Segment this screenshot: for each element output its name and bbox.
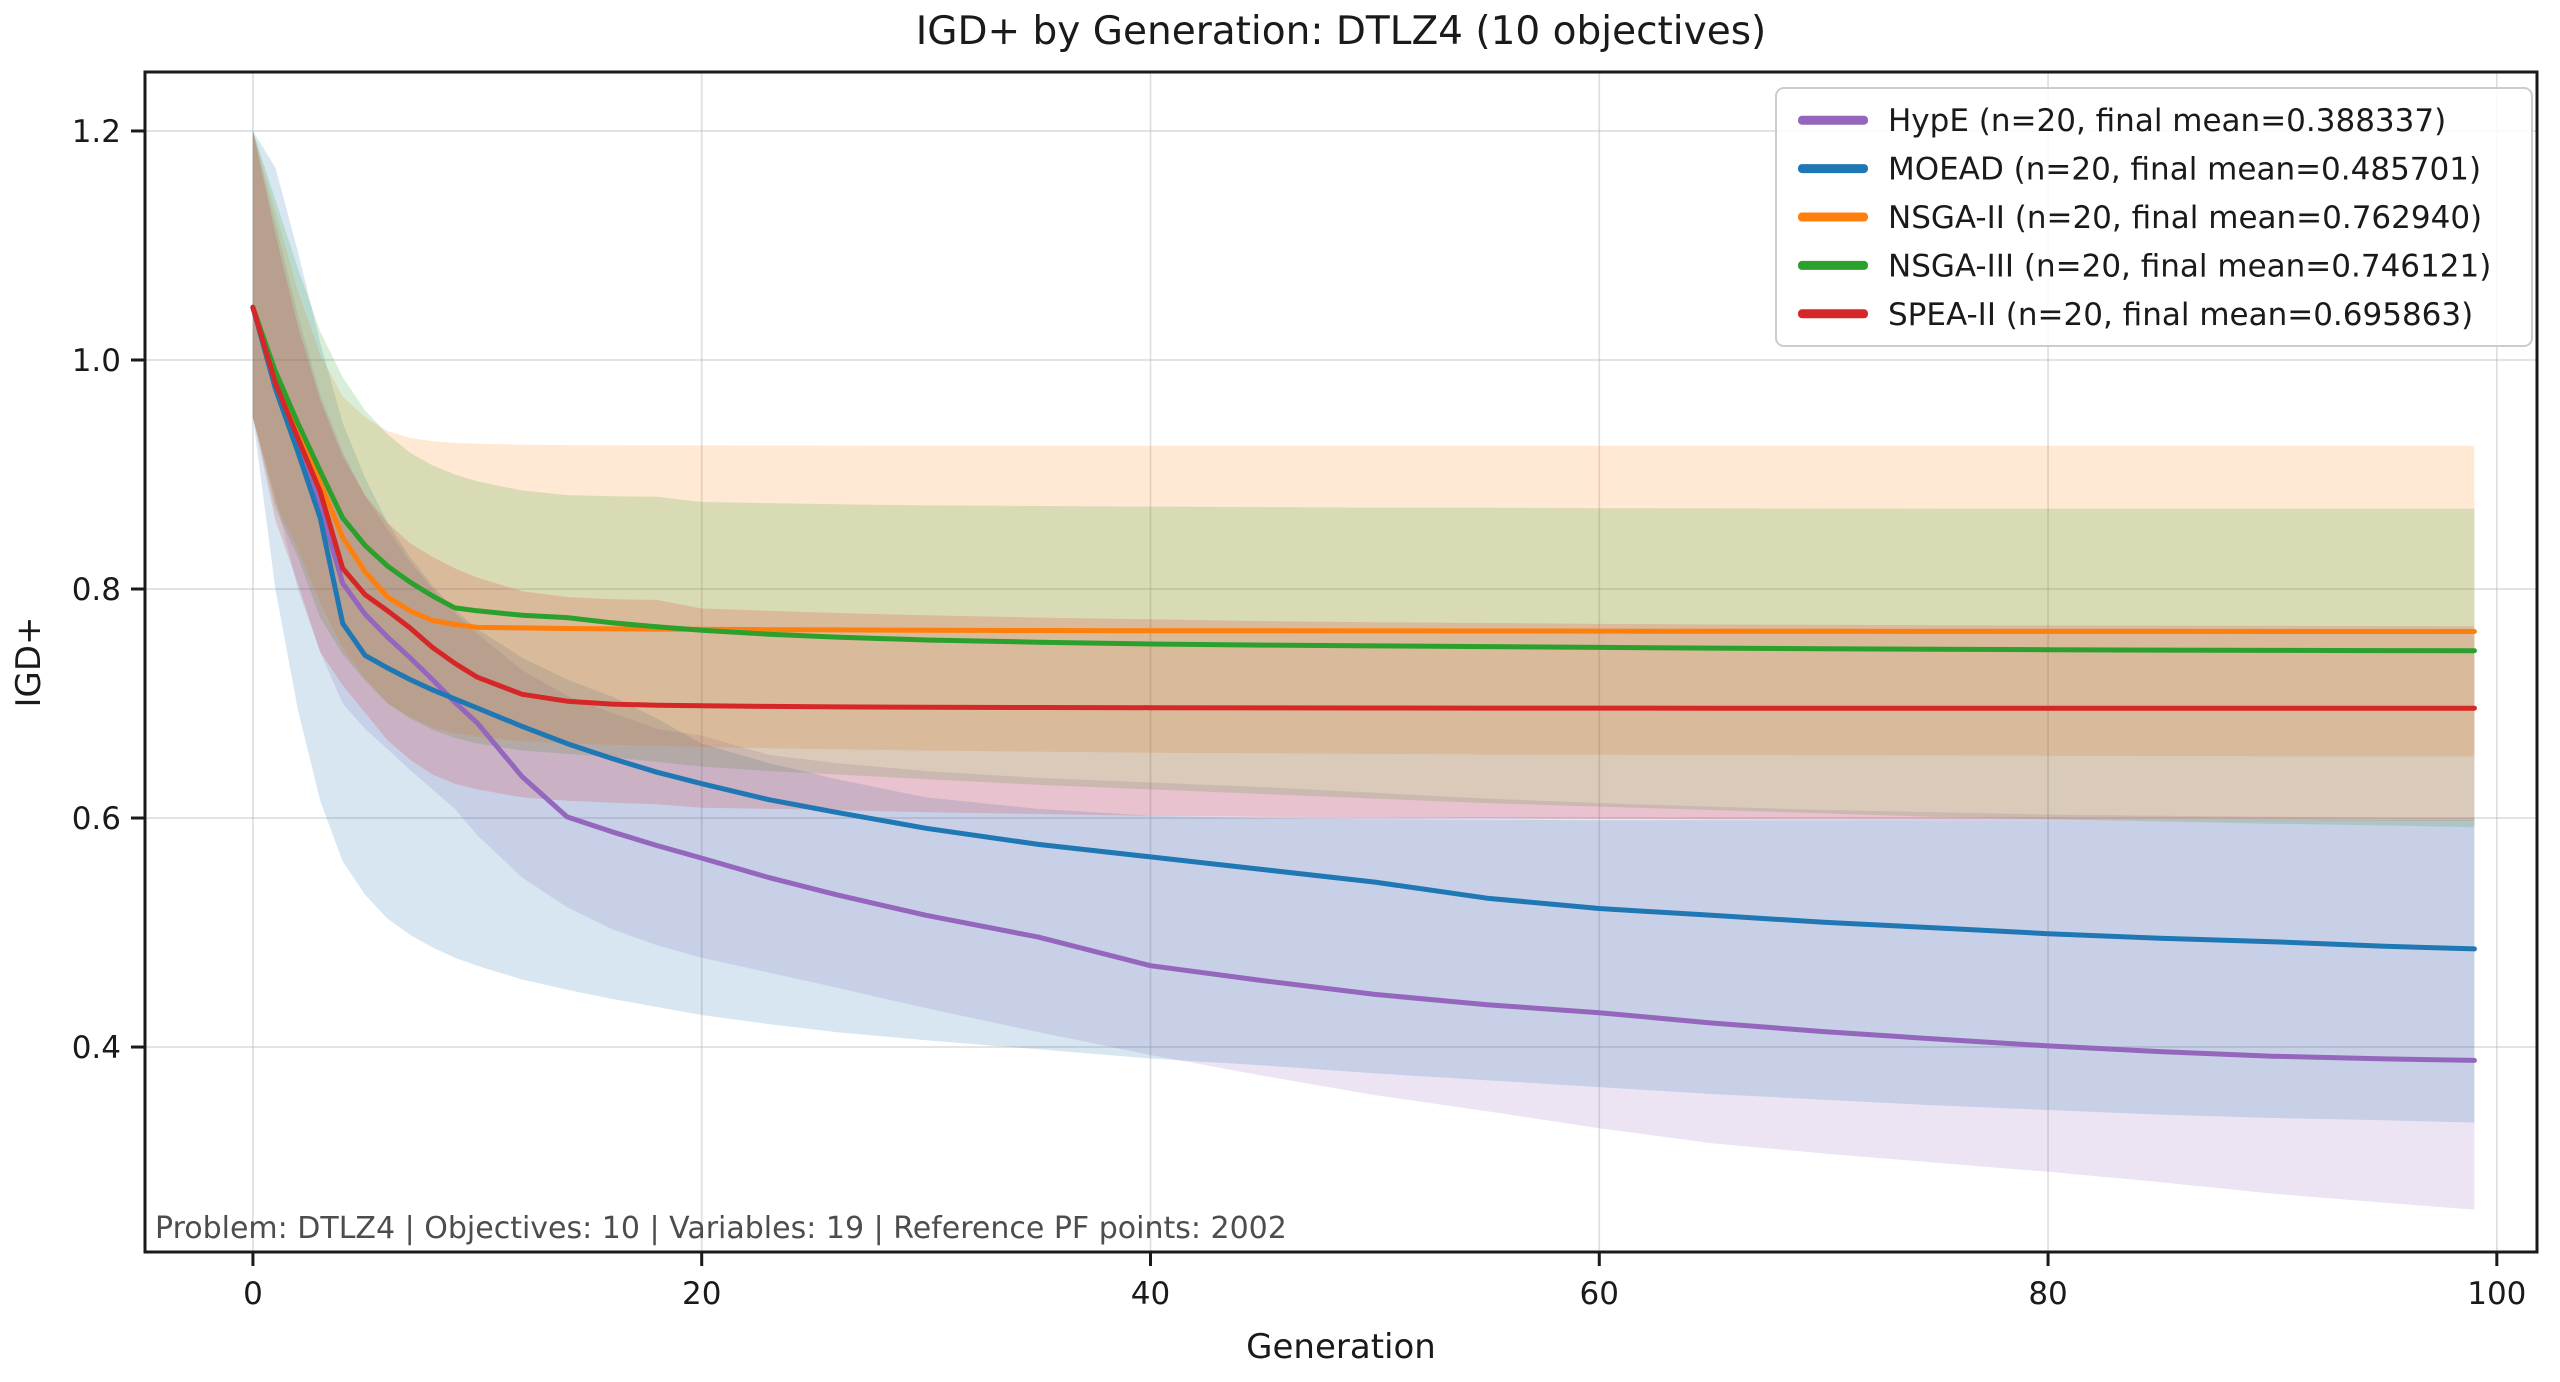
y-tick-label: 1.2 (72, 114, 121, 150)
x-tick-label: 0 (243, 1276, 263, 1312)
legend-label: SPEA-II (n=20, final mean=0.695863) (1888, 297, 2473, 333)
x-tick-label: 100 (2467, 1276, 2526, 1312)
moead-legend-swatch (1798, 164, 1868, 174)
nsga-iii-legend-swatch (1798, 260, 1868, 270)
spea-ii-mean-line (250, 304, 2477, 711)
legend-label: NSGA-II (n=20, final mean=0.762940) (1888, 200, 2482, 236)
legend-item-nsga-iii: NSGA-III (n=20, final mean=0.746121) (1798, 248, 2491, 284)
axis-ticks: 0 20 40 60 80 100 0.4 0.6 0.8 1.0 1.2 (72, 114, 2527, 1312)
x-axis-label: Generation (1246, 1327, 1436, 1367)
hype-mean-line (250, 304, 2477, 1063)
y-tick-label: 0.4 (72, 1030, 121, 1066)
y-tick-label: 0.6 (72, 801, 121, 837)
nsga-ii-legend-swatch (1798, 212, 1868, 222)
x-tick-label: 60 (1580, 1276, 1619, 1312)
y-axis-label: IGD+ (9, 616, 49, 707)
legend-item-hype: HypE (n=20, final mean=0.388337) (1798, 103, 2446, 139)
legend-item-moead: MOEAD (n=20, final mean=0.485701) (1798, 152, 2481, 188)
series-lines (250, 304, 2477, 1063)
legend-box (1775, 87, 2533, 347)
nsga-ii-confidence-band (252, 131, 2475, 757)
legend-label: HypE (n=20, final mean=0.388337) (1888, 103, 2446, 139)
legend: HypE (n=20, final mean=0.388337) MOEAD (n… (1775, 87, 2533, 347)
legend-item-spea-ii: SPEA-II (n=20, final mean=0.695863) (1798, 297, 2473, 333)
legend-label: NSGA-III (n=20, final mean=0.746121) (1888, 248, 2491, 284)
chart-title: IGD+ by Generation: DTLZ4 (10 objectives… (916, 9, 1767, 54)
legend-item-nsga-ii: NSGA-II (n=20, final mean=0.762940) (1798, 200, 2482, 236)
x-tick-label: 40 (1131, 1276, 1170, 1312)
spea-ii-legend-swatch (1798, 309, 1868, 319)
x-tick-label: 20 (682, 1276, 721, 1312)
hype-legend-swatch (1798, 115, 1868, 125)
y-tick-label: 1.0 (72, 343, 121, 379)
nsga-ii-mean-line (250, 304, 2477, 634)
legend-label: MOEAD (n=20, final mean=0.485701) (1888, 152, 2481, 188)
nsga-iii-mean-line (250, 304, 2477, 654)
moead-confidence-band (252, 131, 2475, 1123)
plot-border (143, 70, 2539, 1254)
x-tick-label: 80 (2028, 1276, 2067, 1312)
confidence-bands (252, 131, 2475, 1210)
y-tick-label: 0.8 (72, 572, 121, 608)
nsga-iii-confidence-band (252, 131, 2475, 828)
problem-annotation: Problem: DTLZ4 | Objectives: 10 | Variab… (155, 1211, 1287, 1246)
hype-confidence-band (252, 131, 2475, 1210)
moead-mean-line (250, 304, 2477, 952)
